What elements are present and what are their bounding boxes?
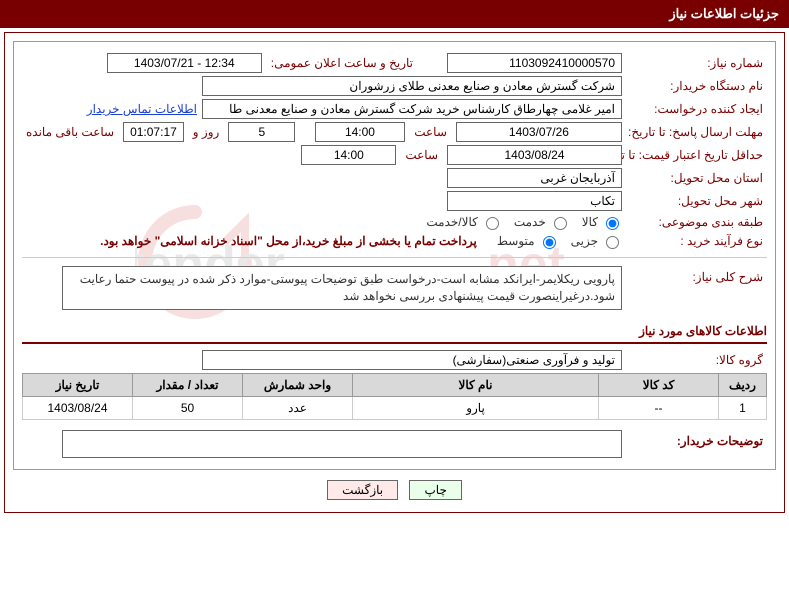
details-fieldset: شماره نیاز: 1103092410000570 تاریخ و ساع… xyxy=(13,41,776,470)
value-days-left: 5 xyxy=(228,122,295,142)
label-hour-1: ساعت xyxy=(410,125,451,139)
cell-row: 1 xyxy=(719,396,767,419)
value-countdown: 01:07:17 xyxy=(123,122,184,142)
purchase-note: پرداخت تمام یا بخشی از مبلغ خرید،از محل … xyxy=(100,234,477,248)
radio-medium-label[interactable]: متوسط xyxy=(497,233,559,249)
cell-qty: 50 xyxy=(133,396,243,419)
th-unit: واحد شمارش xyxy=(243,373,353,396)
radio-service-label[interactable]: خدمت xyxy=(514,214,570,230)
th-name: نام کالا xyxy=(353,373,599,396)
value-goods-group: تولید و فرآوری صنعتی(سفارشی) xyxy=(202,350,622,370)
th-row: ردیف xyxy=(719,373,767,396)
th-qty: تعداد / مقدار xyxy=(133,373,243,396)
label-goods-group: گروه کالا: xyxy=(627,353,767,367)
label-subject-class: طبقه بندی موضوعی: xyxy=(627,215,767,229)
radio-both-label[interactable]: کالا/خدمت xyxy=(426,214,501,230)
value-general-desc: پارویی ریکلایمر-ایرانکد مشابه است-درخواس… xyxy=(62,266,622,310)
label-reply-deadline: مهلت ارسال پاسخ: تا تاریخ: xyxy=(627,125,767,139)
label-general-desc: شرح کلی نیاز: xyxy=(627,266,767,284)
value-province: آذربایجان غربی xyxy=(447,168,622,188)
label-remaining: ساعت باقی مانده xyxy=(22,125,118,139)
value-announce-datetime: 1403/07/21 - 12:34 xyxy=(107,53,262,73)
label-requester: ایجاد کننده درخواست: xyxy=(627,102,767,116)
button-row: چاپ بازگشت xyxy=(13,480,776,500)
cell-code: -- xyxy=(599,396,719,419)
value-reply-date: 1403/07/26 xyxy=(456,122,622,142)
buyer-contact-link[interactable]: اطلاعات تماس خریدار xyxy=(87,102,197,116)
radio-goods[interactable] xyxy=(606,217,619,230)
radio-partial-label[interactable]: جزیی xyxy=(571,233,622,249)
label-announce-datetime: تاریخ و ساعت اعلان عمومی: xyxy=(267,56,417,70)
label-need-number: شماره نیاز: xyxy=(627,56,767,70)
print-button[interactable]: چاپ xyxy=(409,480,461,500)
radio-medium[interactable] xyxy=(543,236,556,249)
table-row: 1--پاروعدد501403/08/24 xyxy=(23,396,767,419)
value-requester: امیر غلامی چهارطاق کارشناس خرید شرکت گست… xyxy=(202,99,622,119)
radio-partial[interactable] xyxy=(606,236,619,249)
section-items-title: اطلاعات کالاهای مورد نیاز xyxy=(22,320,767,344)
value-min-valid-date: 1403/08/24 xyxy=(447,145,622,165)
value-buyer-org: شرکت گسترش معادن و صنایع معدنی طلای زرشو… xyxy=(202,76,622,96)
label-city: شهر محل تحویل: xyxy=(627,194,767,208)
value-city: تکاب xyxy=(447,191,622,211)
label-min-valid: حداقل تاریخ اعتبار قیمت: تا تاریخ: xyxy=(627,148,767,162)
page-title: جزئیات اطلاعات نیاز xyxy=(669,6,779,21)
main-panel: rtstender net شماره نیاز: 11030924100005… xyxy=(4,32,785,513)
subject-radio-group: کالا خدمت کالا/خدمت xyxy=(426,214,622,230)
value-need-number: 1103092410000570 xyxy=(447,53,622,73)
label-purchase-type: نوع فرآیند خرید : xyxy=(627,234,767,248)
cell-unit: عدد xyxy=(243,396,353,419)
back-button[interactable]: بازگشت xyxy=(327,480,398,500)
label-hour-2: ساعت xyxy=(401,148,442,162)
label-days-and: روز و xyxy=(189,125,224,139)
radio-both[interactable] xyxy=(486,217,499,230)
label-buyer-org: نام دستگاه خریدار: xyxy=(627,79,767,93)
value-reply-time: 14:00 xyxy=(315,122,406,142)
radio-service[interactable] xyxy=(554,217,567,230)
value-min-valid-time: 14:00 xyxy=(301,145,396,165)
label-province: استان محل تحویل: xyxy=(627,171,767,185)
value-buyer-notes xyxy=(62,430,622,458)
items-table: ردیف کد کالا نام کالا واحد شمارش تعداد /… xyxy=(22,373,767,420)
radio-goods-label[interactable]: کالا xyxy=(582,214,622,230)
table-header-row: ردیف کد کالا نام کالا واحد شمارش تعداد /… xyxy=(23,373,767,396)
th-code: کد کالا xyxy=(599,373,719,396)
label-buyer-notes: توضیحات خریدار: xyxy=(627,430,767,448)
cell-need_date: 1403/08/24 xyxy=(23,396,133,419)
purchase-radio-group: جزیی متوسط xyxy=(497,233,622,249)
page-header: جزئیات اطلاعات نیاز xyxy=(0,0,789,28)
cell-name: پارو xyxy=(353,396,599,419)
th-need-date: تاریخ نیاز xyxy=(23,373,133,396)
